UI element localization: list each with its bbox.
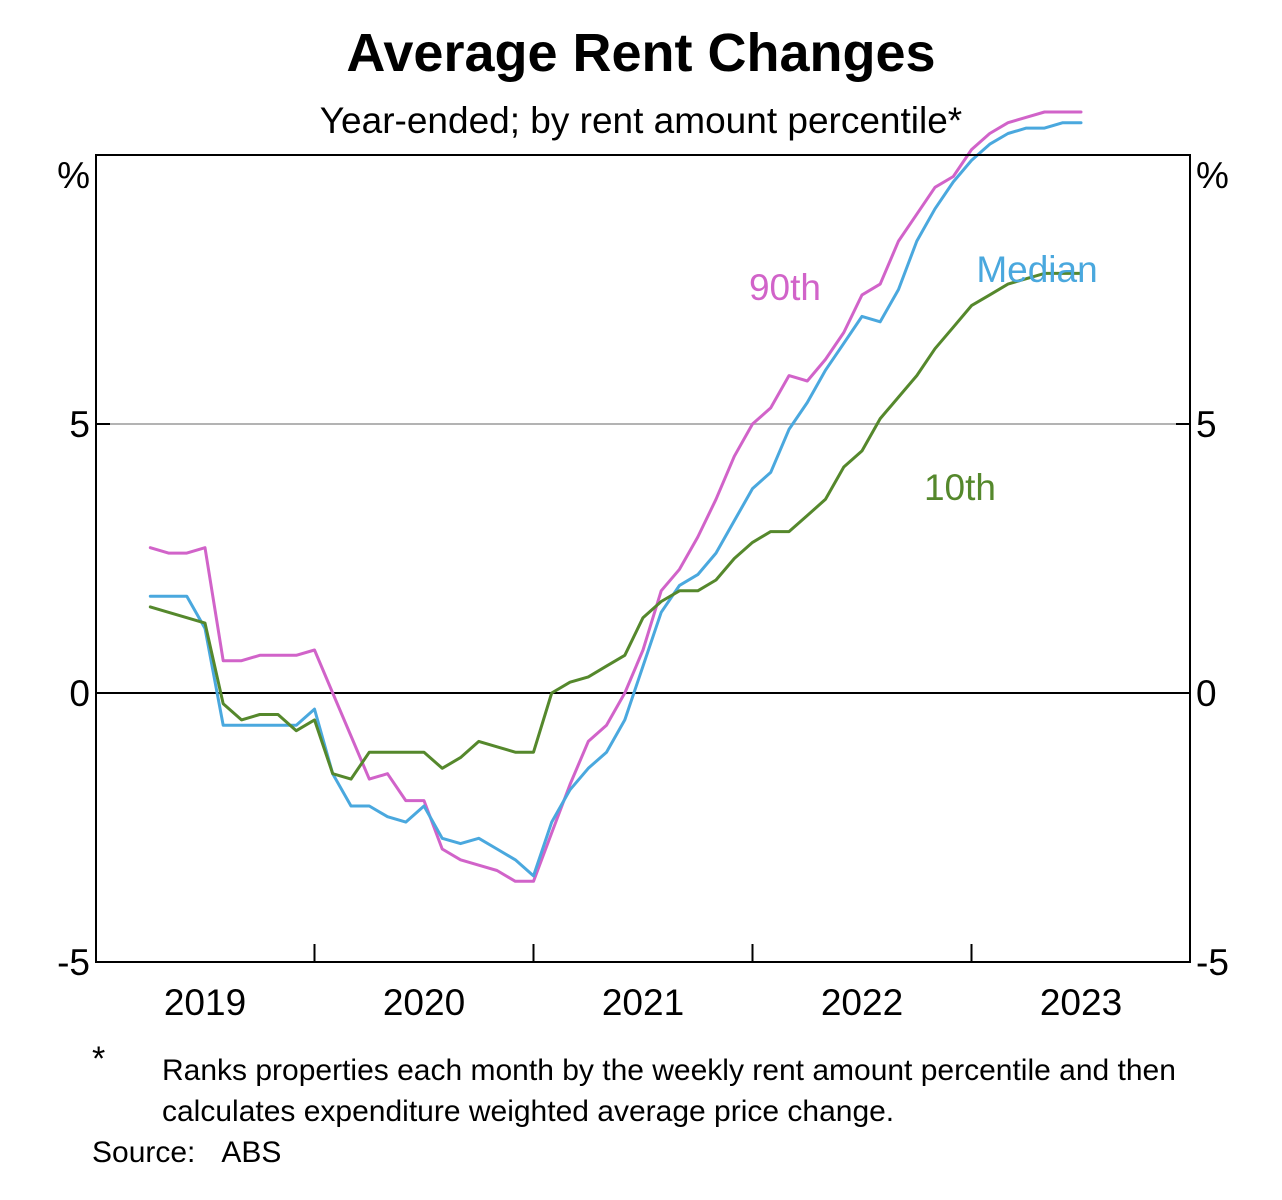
- footnote-marker: *: [92, 1040, 106, 1078]
- y-unit-label-right: %: [1196, 155, 1229, 196]
- chart-subtitle: Year-ended; by rent amount percentile*: [319, 100, 963, 141]
- plot-frame: [95, 154, 1191, 963]
- source-line: Source: ABS: [92, 1136, 281, 1170]
- frame-layer: [95, 154, 1191, 963]
- series-label-p90: 90th: [749, 267, 821, 308]
- series-line-p10: [148, 271, 1083, 781]
- x-tick-label: 2020: [383, 982, 465, 1023]
- x-tick-label: 2022: [821, 982, 903, 1023]
- y-tick-label-left: -5: [57, 942, 90, 983]
- series-layer: [148, 110, 1083, 883]
- y-tick-label-left: 5: [69, 404, 90, 445]
- y-tick-label-left: 0: [69, 673, 90, 714]
- y-tick-label-right: -5: [1196, 942, 1229, 983]
- y-tick-label-right: 5: [1196, 404, 1217, 445]
- chart-title: Average Rent Changes: [346, 23, 936, 83]
- series-line-p90: [148, 110, 1083, 883]
- y-tick-label-right: 0: [1196, 673, 1217, 714]
- source-label: Source:: [92, 1136, 196, 1169]
- grid-layer: [96, 423, 1190, 694]
- x-tick-label: 2023: [1040, 982, 1122, 1023]
- series-line-median: [148, 121, 1083, 878]
- series-label-p10: 10th: [924, 467, 996, 508]
- x-tick-label: 2019: [164, 982, 246, 1023]
- series-label-median: Median: [976, 249, 1097, 290]
- footnote-text: Ranks properties each month by the weekl…: [162, 1054, 1176, 1128]
- text-layer: -5 -5 0 0 5 5% % 2019 2020 2021 2022 2023 90th Median…: [57, 155, 1229, 1023]
- y-unit-label-left: %: [57, 155, 90, 196]
- x-tick-label: 2021: [602, 982, 684, 1023]
- source-value: ABS: [221, 1136, 282, 1169]
